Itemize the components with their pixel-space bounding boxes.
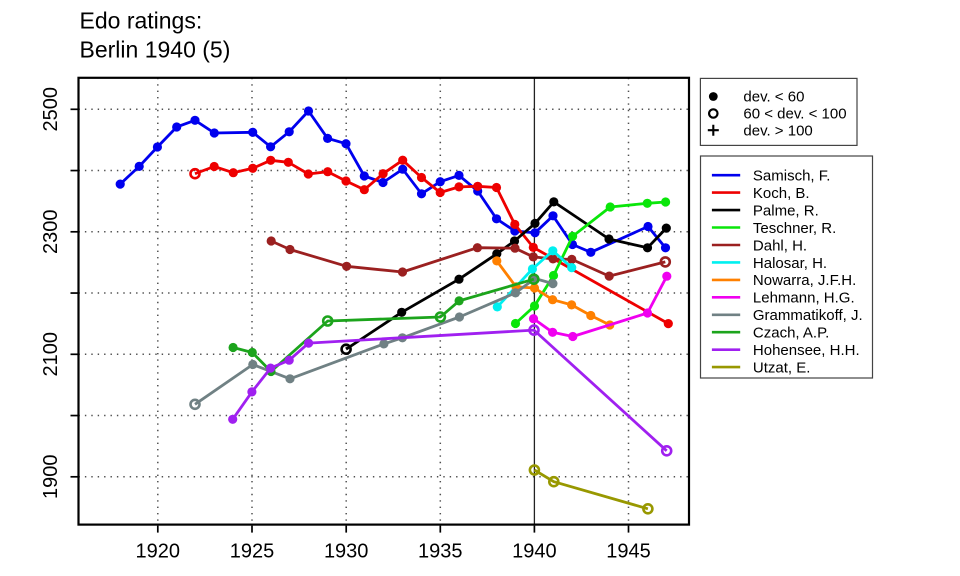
svg-text:Edo ratings:: Edo ratings: [80,7,203,33]
svg-text:1925: 1925 [230,541,275,563]
svg-text:Lehmann, H.G.: Lehmann, H.G. [753,290,855,307]
svg-text:Palme, R.: Palme, R. [753,202,819,219]
svg-text:2300: 2300 [40,210,62,255]
svg-text:Halosar, H.: Halosar, H. [753,255,827,272]
svg-text:dev. > 100: dev. > 100 [743,123,812,140]
svg-text:Grammatikoff, J.: Grammatikoff, J. [753,307,863,324]
svg-text:Nowarra, J.F.H.: Nowarra, J.F.H. [753,272,856,289]
svg-text:Koch, B.: Koch, B. [753,185,810,202]
svg-text:Utzat, E.: Utzat, E. [753,359,811,376]
svg-text:60 < dev. < 100: 60 < dev. < 100 [743,106,846,123]
svg-text:1935: 1935 [418,541,463,563]
svg-text:1930: 1930 [324,541,369,563]
svg-text:Dahl, H.: Dahl, H. [753,237,807,254]
svg-text:1900: 1900 [40,455,62,500]
svg-text:dev. < 60: dev. < 60 [743,89,804,106]
svg-text:1920: 1920 [136,541,181,563]
svg-text:Samisch, F.: Samisch, F. [753,168,831,185]
svg-text:Berlin 1940 (5): Berlin 1940 (5) [80,37,231,63]
svg-text:1945: 1945 [606,541,651,563]
svg-text:2500: 2500 [40,87,62,132]
svg-text:Teschner, R.: Teschner, R. [753,220,836,237]
svg-text:2100: 2100 [40,332,62,377]
svg-text:Hohensee, H.H.: Hohensee, H.H. [753,342,860,359]
svg-text:Czach, A.P.: Czach, A.P. [753,325,829,342]
svg-text:1940: 1940 [512,541,557,563]
